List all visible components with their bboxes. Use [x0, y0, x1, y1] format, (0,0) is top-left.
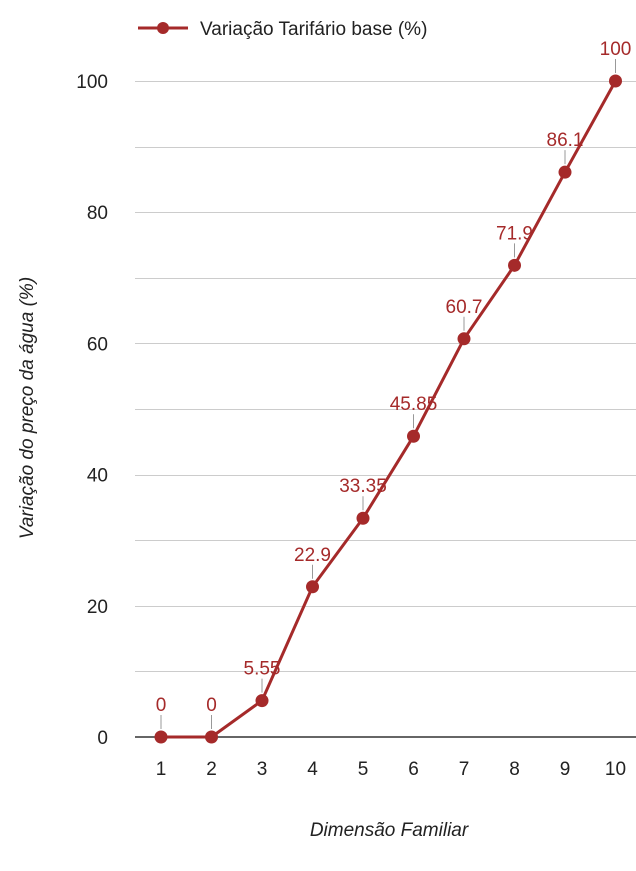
- data-label: 60.7: [446, 297, 483, 318]
- data-point: [306, 580, 319, 594]
- x-tick-label: 5: [358, 759, 369, 780]
- x-tick-label: 10: [605, 759, 626, 780]
- x-tick-label: 2: [206, 759, 217, 780]
- gridlines: [135, 81, 636, 672]
- data-label: 5.55: [244, 659, 281, 680]
- y-tick-label: 100: [76, 72, 108, 93]
- data-label: 100: [600, 39, 632, 60]
- data-label: 0: [206, 695, 217, 716]
- x-tick-label: 6: [408, 759, 419, 780]
- data-point: [457, 332, 471, 346]
- data-label: 0: [156, 695, 167, 716]
- data-point: [609, 74, 622, 88]
- y-tick-label: 0: [97, 728, 108, 749]
- y-axis-title: Variação do preço da água (%): [17, 277, 38, 539]
- data-point: [407, 429, 420, 443]
- data-point: [356, 511, 370, 525]
- series-layer: [154, 74, 622, 744]
- data-label: 71.9: [496, 223, 533, 244]
- axes: 0 20 40 60 80 100 1 2 3 4 5 6 7 8 9 10: [76, 72, 636, 780]
- x-tick-label: 9: [560, 759, 571, 780]
- y-tick-label: 60: [87, 334, 108, 355]
- x-tick-label: 4: [307, 759, 318, 780]
- data-label: 45.85: [390, 394, 438, 415]
- legend-point-marker: [157, 22, 169, 34]
- data-point: [508, 258, 521, 272]
- data-label: 22.9: [294, 545, 331, 566]
- x-tick-label: 1: [156, 759, 167, 780]
- legend[interactable]: Variação Tarifário base (%): [138, 19, 427, 40]
- legend-label: Variação Tarifário base (%): [200, 19, 427, 40]
- series-line: [161, 80, 617, 739]
- y-tick-label: 20: [87, 597, 108, 618]
- data-point: [255, 694, 269, 708]
- x-tick-label: 8: [509, 759, 520, 780]
- data-point: [558, 165, 572, 179]
- data-point: [154, 730, 168, 744]
- y-tick-label: 40: [87, 466, 108, 487]
- x-tick-label: 3: [257, 759, 268, 780]
- data-label: 86.1: [547, 130, 584, 151]
- y-tick-label: 80: [87, 203, 108, 224]
- data-point: [205, 730, 218, 744]
- data-label: 33.35: [339, 476, 387, 497]
- x-tick-label: 7: [459, 759, 470, 780]
- x-axis-title: Dimensão Familiar: [310, 820, 469, 841]
- data-labels: 0 0 5.55 22.9 33.35 45.85 60.7 71.9 86.1 100: [156, 39, 632, 729]
